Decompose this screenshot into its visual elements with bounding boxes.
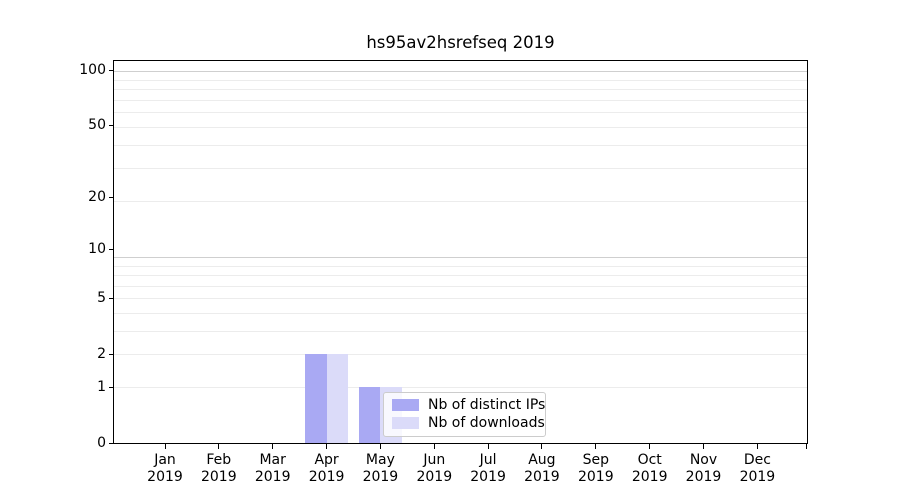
y-tick-label: 5: [97, 289, 106, 306]
gridline-minor: [114, 313, 807, 314]
gridline-minor: [114, 168, 807, 170]
y-tick-label: 100: [79, 61, 106, 78]
x-tick-label: Oct 2019: [631, 452, 668, 485]
x-tick-label: May 2019: [362, 452, 399, 485]
x-tick-mark: [541, 444, 543, 449]
x-tick-label: Feb 2019: [200, 452, 237, 485]
y-tick-label: 10: [88, 240, 106, 257]
legend: Nb of distinct IPs Nb of downloads: [383, 392, 546, 437]
y-tick-mark: [109, 386, 113, 388]
x-tick-mark: [806, 444, 807, 449]
x-tick-label: Aug 2019: [524, 452, 560, 485]
gridline-minor: [114, 265, 807, 267]
x-tick-mark: [649, 444, 651, 449]
chart-title: hs95av2hsrefseq 2019: [366, 33, 555, 52]
legend-label-downloads: Nb of downloads: [428, 415, 545, 431]
x-tick-mark: [218, 444, 220, 449]
y-tick-label: 1: [97, 378, 106, 395]
x-tick-mark: [379, 444, 381, 449]
bar-distinct-ips: [358, 387, 381, 443]
gridline-minor: [114, 201, 807, 202]
y-tick-mark: [109, 69, 113, 71]
y-tick-label: 0: [97, 434, 106, 451]
gridline-minor: [114, 275, 807, 276]
gridline-minor: [114, 285, 807, 287]
x-tick-mark: [433, 444, 435, 449]
y-tick-mark: [109, 196, 113, 198]
legend-label-distinct-ips: Nb of distinct IPs: [428, 397, 546, 413]
x-tick-mark: [595, 444, 597, 449]
gridline-minor: [114, 79, 807, 81]
legend-entry-distinct-ips: Nb of distinct IPs: [392, 397, 545, 413]
x-tick-mark: [703, 444, 704, 449]
gridline-minor: [114, 331, 807, 332]
y-tick-mark: [109, 297, 113, 299]
gridline-minor: [114, 298, 807, 300]
y-tick-mark: [109, 248, 113, 250]
legend-patch-distinct-ips-icon: [392, 399, 419, 411]
gridline-minor: [114, 127, 807, 128]
x-tick-label: Dec 2019: [739, 452, 776, 485]
x-tick-label: Mar 2019: [254, 452, 291, 485]
x-tick-mark: [164, 444, 166, 449]
x-tick-label: Apr 2019: [308, 452, 345, 485]
bar-distinct-ips: [305, 354, 327, 443]
x-tick-mark: [756, 444, 758, 449]
gridline-major: [114, 257, 807, 258]
y-tick-label: 50: [88, 116, 106, 133]
gridline-major: [114, 71, 807, 72]
plot-area: Nb of distinct IPs Nb of downloads 0 1 2 5 1…: [79, 60, 808, 485]
x-tick-label: Sep 2019: [577, 452, 614, 485]
y-tick-label: 20: [88, 188, 106, 205]
gridline-minor: [114, 145, 807, 146]
x-tick-label: Jul 2019: [470, 452, 506, 485]
x-tick-mark: [487, 444, 489, 449]
legend-entry-downloads: Nb of downloads: [392, 415, 545, 431]
x-tick-label: Nov 2019: [685, 452, 722, 485]
gridline-minor: [114, 112, 807, 114]
gridline-minor: [114, 354, 807, 356]
y-tick-mark: [109, 442, 113, 444]
gridline-minor: [114, 89, 807, 90]
bar-downloads: [326, 354, 349, 443]
x-tick-mark: [272, 444, 274, 449]
y-tick-mark: [109, 353, 113, 355]
y-tick-mark: [109, 124, 113, 126]
gridline-minor: [114, 387, 807, 388]
x-tick-mark: [326, 444, 328, 449]
y-tick-label: 2: [97, 345, 106, 362]
gridline-minor: [114, 99, 807, 101]
x-tick-label: Jun 2019: [416, 452, 453, 485]
legend-patch-downloads-icon: [392, 417, 419, 429]
x-tick-label: Jan 2019: [147, 452, 183, 485]
